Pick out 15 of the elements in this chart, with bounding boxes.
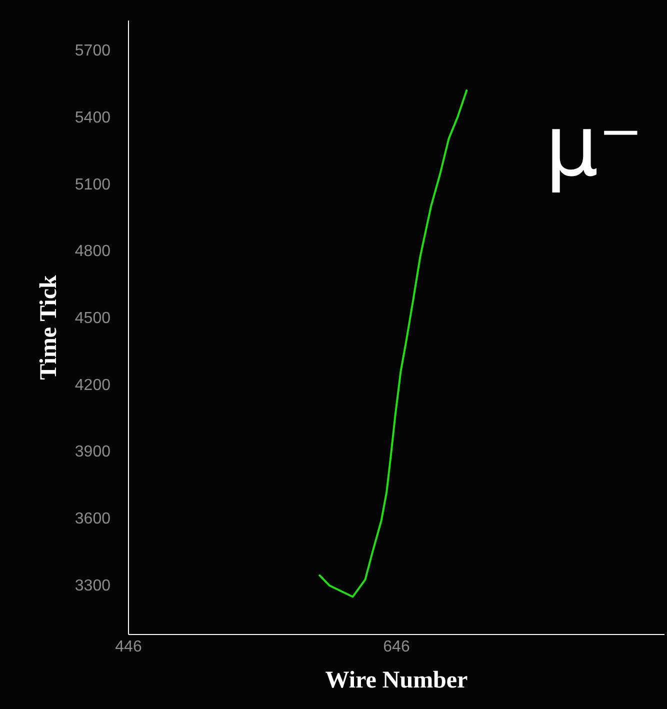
y-tick-label: 4800 bbox=[74, 243, 111, 260]
annotation: μ⁻ bbox=[545, 97, 643, 195]
y-axis-title: Time Tick bbox=[36, 274, 62, 380]
y-tick-label: 4200 bbox=[74, 376, 111, 394]
y-tick-label: 5400 bbox=[74, 109, 111, 126]
x-tick-label: 446 bbox=[115, 638, 142, 656]
x-tick-label: 646 bbox=[383, 638, 410, 656]
y-tick-label: 5700 bbox=[74, 42, 111, 60]
y-tick-label: 3600 bbox=[74, 510, 111, 528]
line-series bbox=[318, 89, 468, 598]
y-tick-label: 3900 bbox=[74, 444, 111, 461]
y-tick-label: 5100 bbox=[74, 176, 111, 194]
y-tick-label: 4500 bbox=[74, 310, 111, 328]
x-axis-title: Wire Number bbox=[325, 668, 468, 694]
y-tick-label: 3300 bbox=[74, 577, 111, 594]
